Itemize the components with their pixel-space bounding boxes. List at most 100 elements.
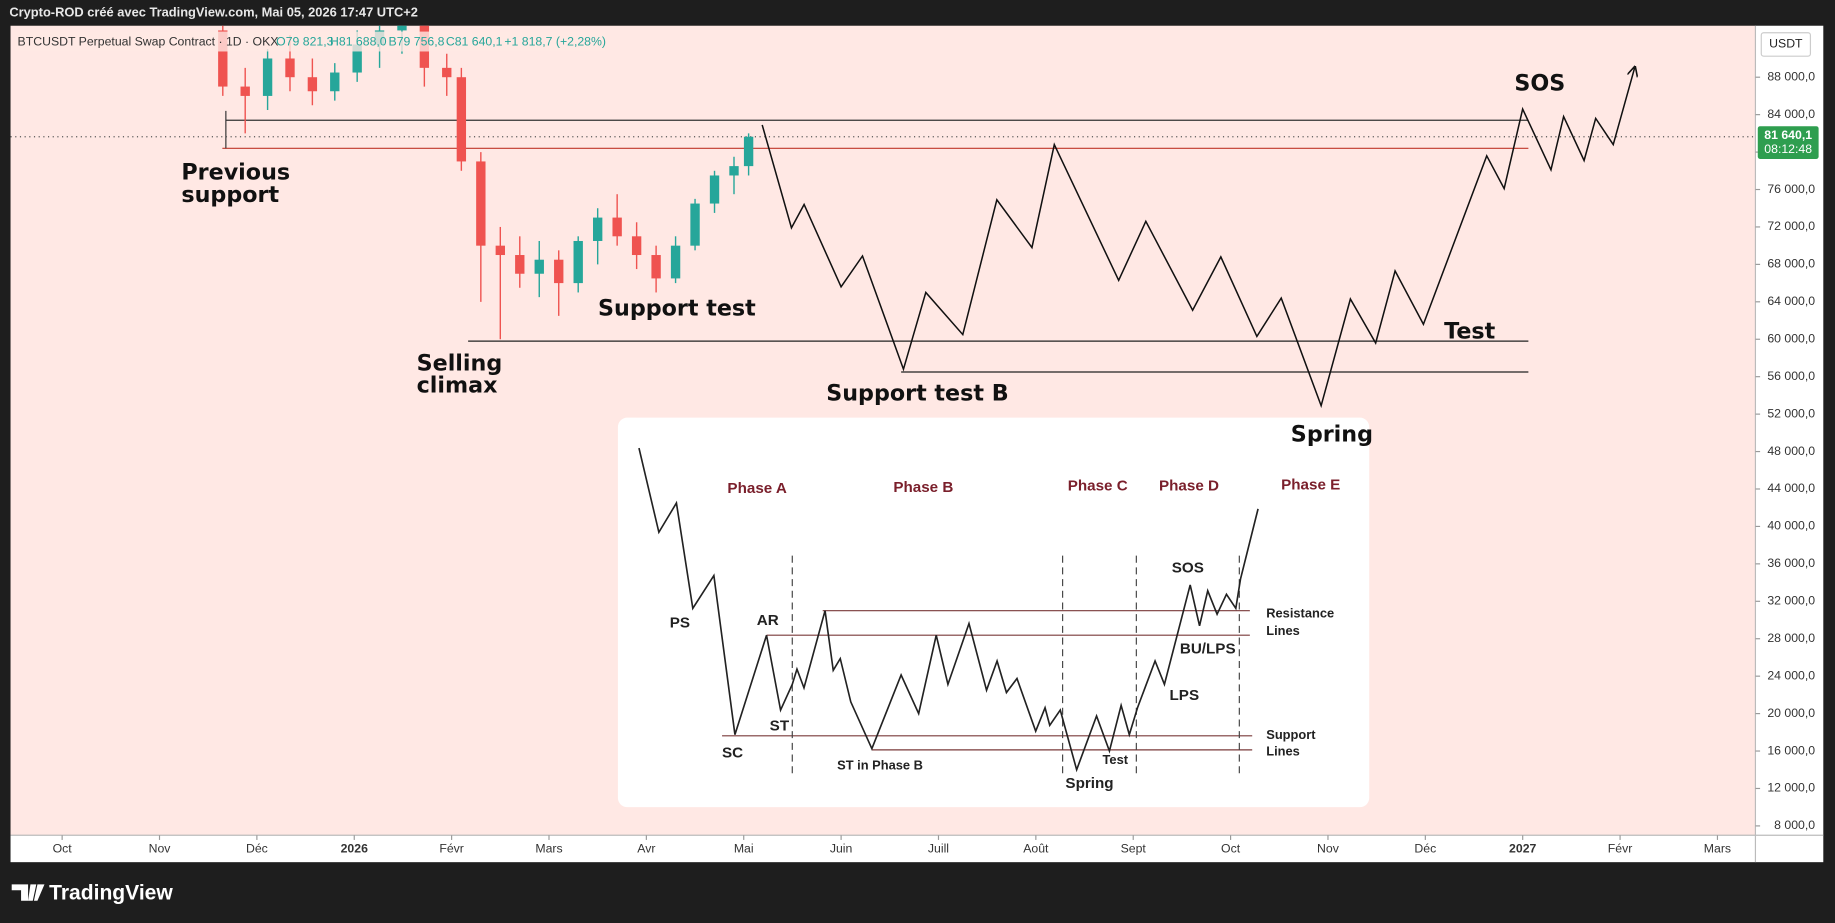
candle-body [330, 72, 340, 92]
x-tick-label: Oct [1221, 842, 1241, 856]
event-label: BU/LPS [1180, 640, 1236, 657]
annotation: Spring [1291, 422, 1373, 448]
countdown: 08:12:48 [1764, 142, 1812, 156]
y-tick-label: 56 000,0 [1767, 369, 1815, 383]
phase-label: Phase A [727, 480, 786, 497]
candle-body [456, 77, 467, 162]
legend-low: B79 756,8 [389, 34, 445, 48]
phase-dividers [791, 555, 1240, 775]
footer: TradingView [11, 881, 173, 904]
candle-body [495, 245, 505, 256]
brand-logo [11, 884, 45, 901]
candle-body [442, 67, 452, 78]
x-tick-label: Oct [53, 842, 73, 856]
x-tick-label: Mars [1704, 842, 1731, 856]
x-tick-label: Nov [149, 842, 172, 856]
candle-body [307, 77, 318, 92]
annotation: Support test B [826, 381, 1008, 407]
event-label: SC [722, 744, 743, 761]
candle-body [743, 136, 754, 167]
event-label: PS [670, 615, 690, 632]
x-tick-label: Mai [734, 842, 754, 856]
annotation: Support test [598, 295, 756, 321]
candle-body [262, 58, 273, 96]
candle-body [709, 175, 720, 204]
y-tick-label: 20 000,0 [1767, 706, 1815, 720]
y-tick-label: 24 000,0 [1767, 668, 1815, 682]
candle-body [670, 245, 681, 279]
y-tick-label: 28 000,0 [1767, 631, 1815, 645]
candle-body [515, 255, 525, 274]
legend-change: +1 818,7 (+2,28%) [504, 34, 606, 48]
legend-high: H81 688,0 [330, 34, 387, 48]
annotation: SOS [1514, 71, 1565, 97]
annotation: climax [417, 373, 498, 399]
x-tick-label: Févr [1608, 842, 1633, 856]
candle-body [476, 161, 486, 246]
candle-body [651, 255, 661, 279]
x-tick-label: Sept [1121, 842, 1147, 856]
y-tick-label: 64 000,0 [1767, 294, 1815, 308]
x-tick-label: Déc [246, 842, 268, 856]
x-tick-label: Nov [1317, 842, 1340, 856]
y-tick-label: 68 000,0 [1767, 257, 1815, 271]
candle-body [612, 217, 622, 237]
line-label: Lines [1266, 623, 1300, 638]
projection-line [761, 68, 1634, 409]
event-label: ST [770, 717, 790, 734]
y-tick-label: 12 000,0 [1767, 781, 1815, 795]
legend: BTCUSDT Perpetual Swap Contract · 1D · O… [14, 31, 606, 52]
brand-name[interactable]: TradingView [49, 881, 173, 904]
y-tick-label: 52 000,0 [1767, 406, 1815, 420]
legend-close: C81 640,1 [446, 34, 503, 48]
phase-label: Phase E [1281, 476, 1340, 493]
candle-body [534, 259, 544, 274]
legend-bg [14, 31, 606, 52]
event-label: ST in Phase B [837, 758, 923, 773]
legend-symbol: BTCUSDT Perpetual Swap Contract · 1D · O… [18, 34, 279, 48]
x-tick-label: 2026 [341, 842, 368, 856]
x-tick-label: Juin [830, 842, 853, 856]
x-tick-label: Juill [928, 842, 949, 856]
legend-open: O79 821,3 [276, 34, 333, 48]
phase-label: Phase C [1068, 478, 1128, 495]
candle-body [240, 86, 250, 96]
annotation: Test [1444, 319, 1496, 345]
candle-body [397, 25, 407, 31]
event-label: LPS [1170, 687, 1200, 704]
candle-body [218, 30, 228, 87]
y-tick-label: 84 000,0 [1767, 107, 1815, 121]
y-tick-label: 72 000,0 [1767, 219, 1815, 233]
currency: USDT [1769, 37, 1803, 51]
inset-lines [722, 610, 1253, 751]
annotation: support [181, 182, 279, 208]
event-label: SOS [1172, 560, 1204, 577]
y-tick-label: 76 000,0 [1767, 182, 1815, 196]
line-label: Lines [1266, 744, 1300, 759]
event-label: Spring [1065, 775, 1113, 792]
candle-body [573, 240, 583, 284]
inset-price-path [638, 447, 1259, 773]
event-label: AR [757, 612, 779, 629]
candle-body [729, 166, 739, 176]
x-tick-label: Mars [535, 842, 562, 856]
currency-box[interactable] [1760, 32, 1812, 57]
candle-body [631, 236, 642, 256]
time-axis [10, 835, 1756, 863]
x-tick-label: Août [1023, 842, 1049, 856]
candle-body [592, 217, 603, 241]
y-tick-label: 8 000,0 [1774, 818, 1815, 832]
y-tick-label: 16 000,0 [1767, 743, 1815, 757]
y-tick-label: 44 000,0 [1767, 481, 1815, 495]
header-credit: Crypto-ROD créé avec TradingView.com, Ma… [9, 4, 418, 19]
y-tick-label: 32 000,0 [1767, 594, 1815, 608]
candle-body [352, 44, 362, 73]
last-price-box [1757, 126, 1819, 159]
line-label: Resistance [1266, 606, 1334, 621]
y-tick-label: 36 000,0 [1767, 556, 1815, 570]
x-tick-label: 2027 [1509, 842, 1536, 856]
phase-label: Phase B [893, 479, 953, 496]
y-tick-label: 88 000,0 [1767, 69, 1815, 83]
